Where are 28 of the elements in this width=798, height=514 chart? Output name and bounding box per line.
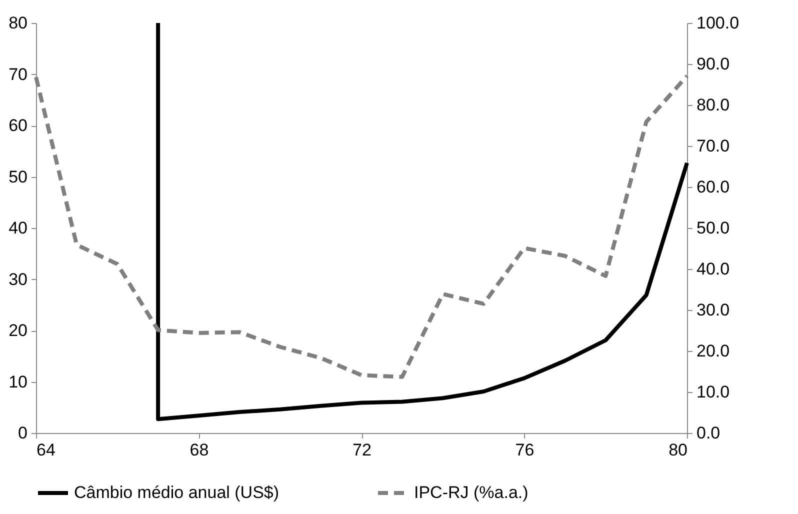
y-tick-label: 30 [8, 270, 28, 289]
y-tick-label: 70 [8, 64, 28, 84]
y-tick-label: 20 [8, 321, 28, 340]
x-tick-label: 76 [515, 440, 534, 460]
y2-tick-label: 10.0 [696, 382, 730, 402]
x-tick-label: 72 [352, 440, 372, 460]
y2-tick-label: 20.0 [696, 342, 730, 360]
x-tick-label: 80 [668, 440, 688, 460]
y-tick-label: 40 [8, 218, 28, 238]
y-tick-label: 10 [8, 372, 28, 392]
y2-tick-label: 90.0 [696, 54, 730, 74]
y-tick-label: 0 [18, 424, 28, 442]
line-series [156, 21, 689, 422]
y2-tick-label: 60.0 [696, 178, 730, 196]
y-tick-label: 80 [8, 14, 28, 32]
y2-tick-label: 100.0 [696, 14, 740, 32]
y-tick-label: 60 [8, 116, 28, 135]
y2-tick-label: 0.0 [696, 424, 720, 442]
y-tick-label: 50 [8, 167, 28, 186]
legend-label: Câmbio médio anual (US$) [74, 483, 280, 502]
y2-tick-label: 70.0 [696, 136, 730, 156]
y2-tick-label: 80.0 [696, 96, 730, 114]
x-tick-label: 68 [190, 440, 209, 460]
legend-label: IPC-RJ (%a.a.) [414, 483, 528, 502]
y2-tick-label: 50.0 [696, 218, 730, 238]
y2-tick-label: 40.0 [696, 260, 730, 278]
x-tick-label: 64 [36, 440, 56, 460]
y2-tick-label: 30.0 [696, 300, 730, 320]
